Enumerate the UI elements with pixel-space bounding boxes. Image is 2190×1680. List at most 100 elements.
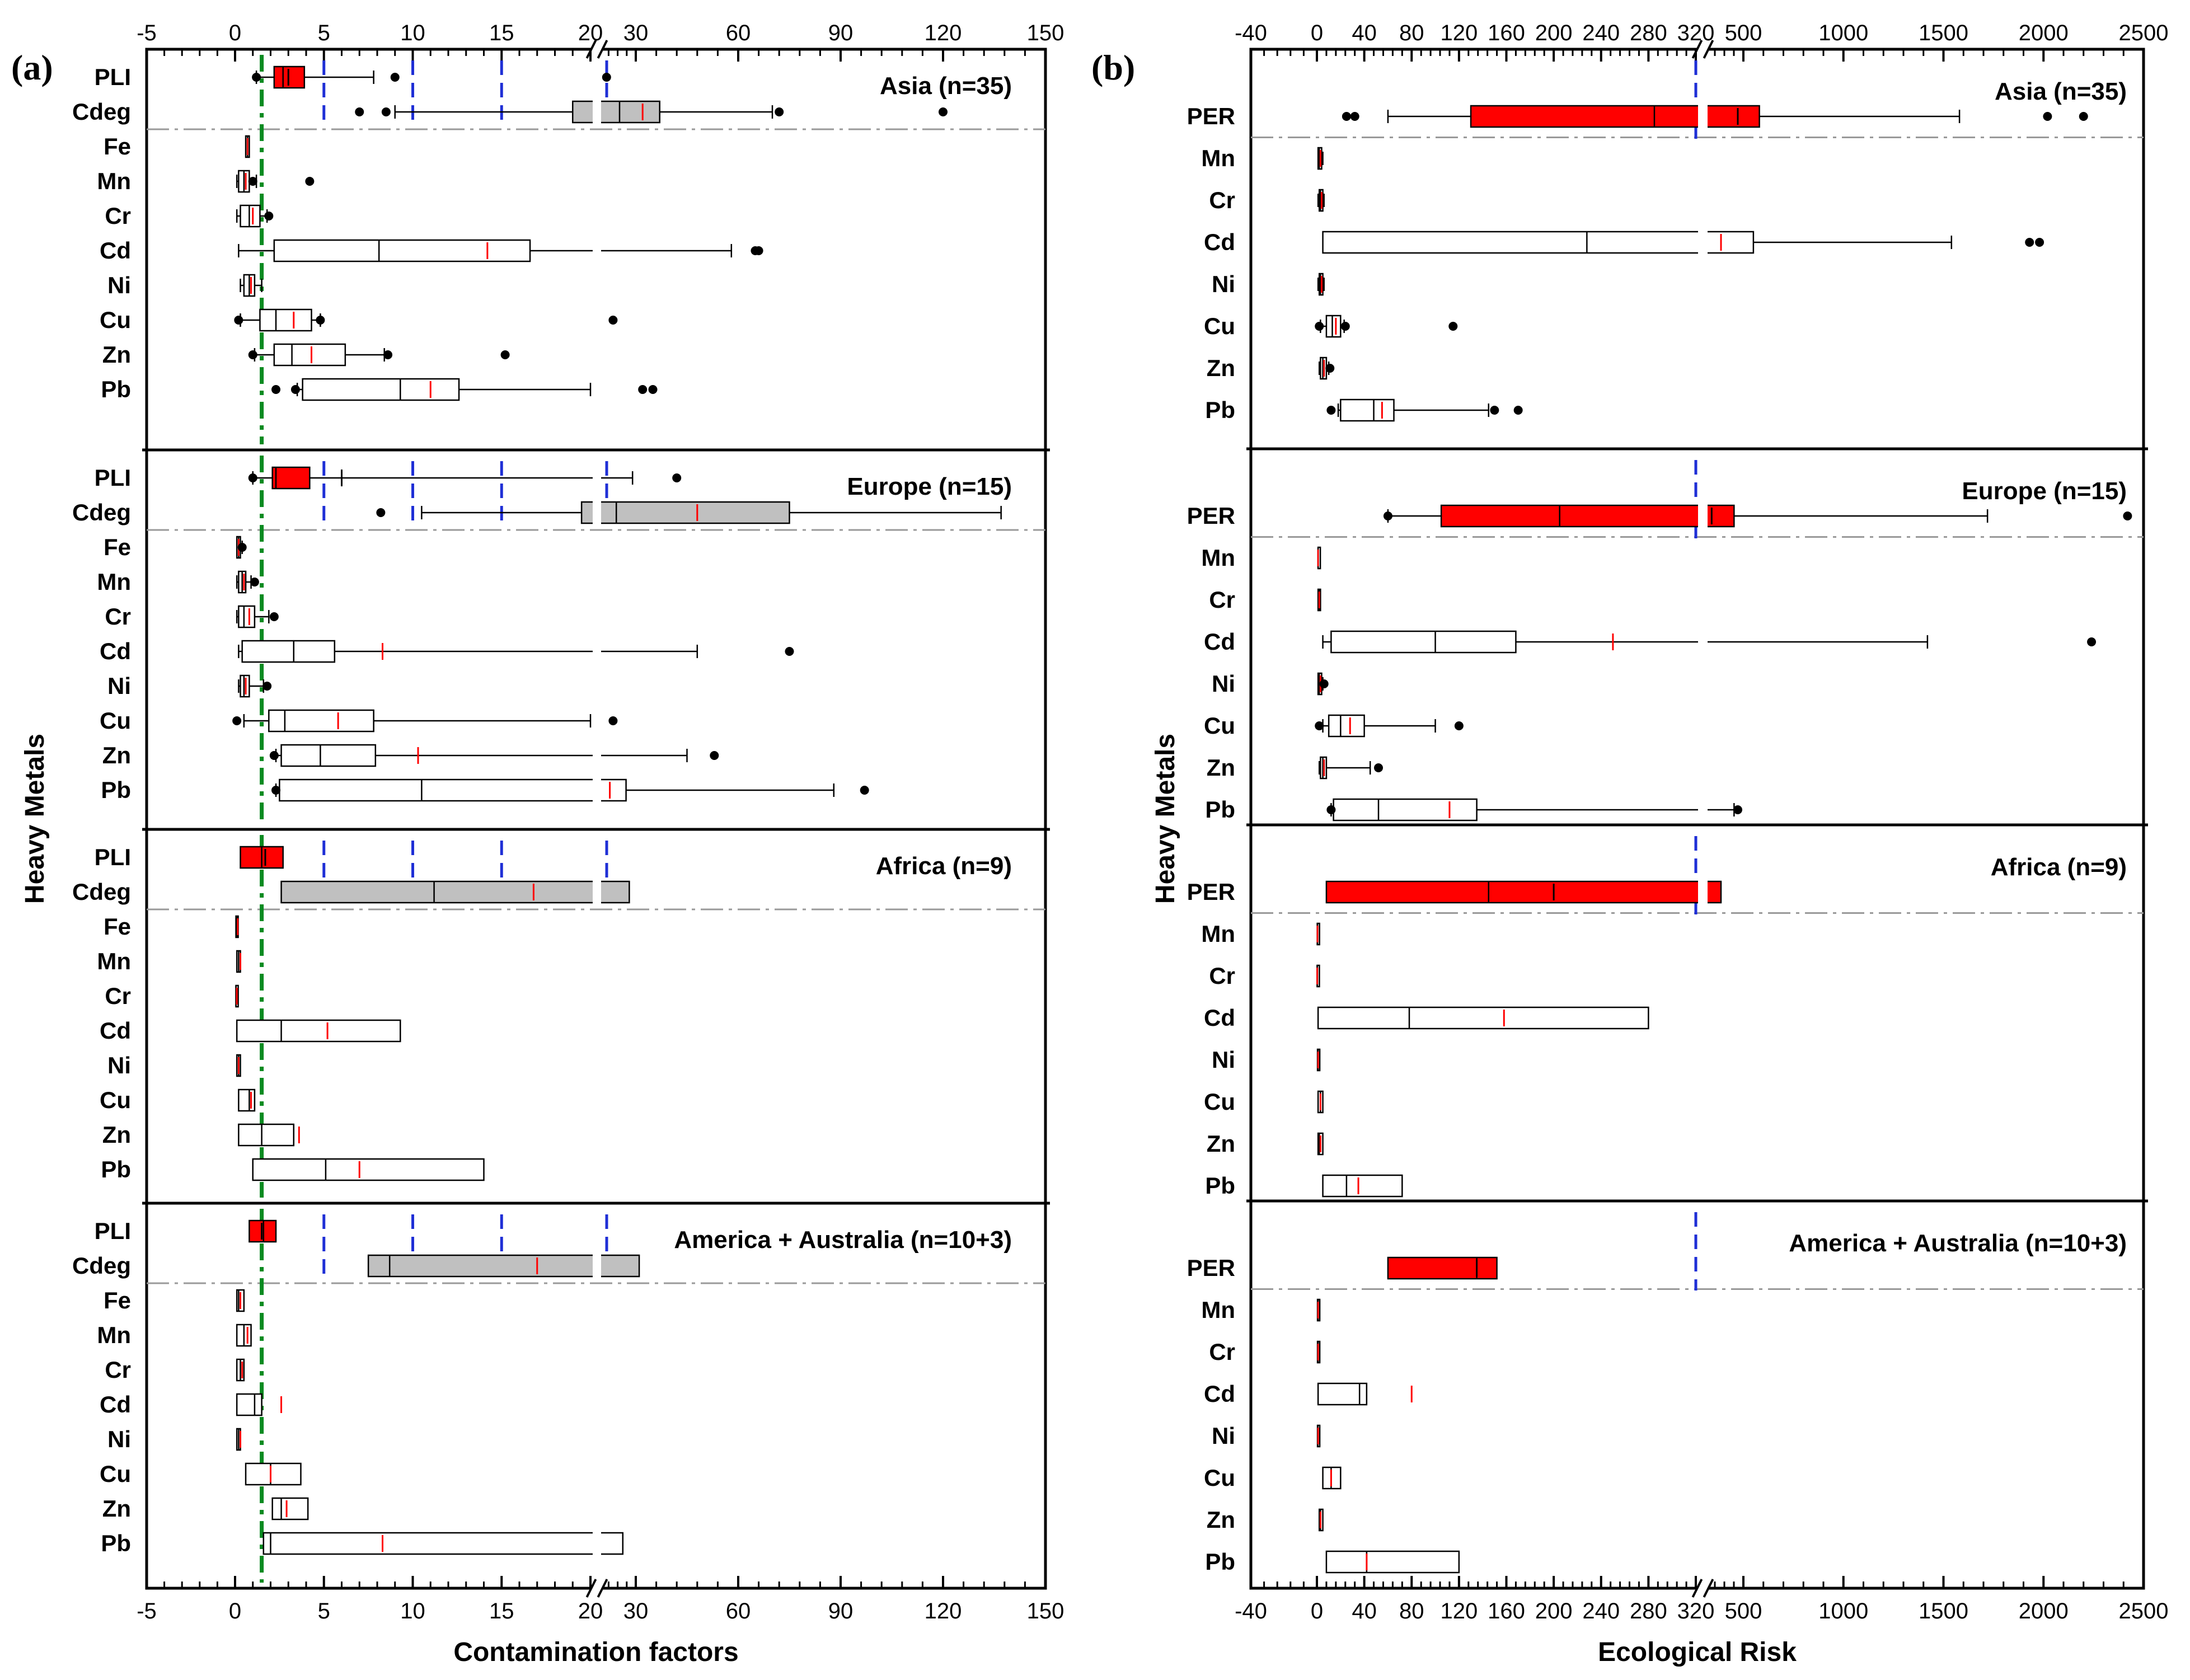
box-row-cdeg: Cdeg: [72, 1252, 640, 1279]
box-row-pb: Pb: [1205, 397, 1523, 423]
box: [252, 1158, 485, 1181]
x-tick-label-top: 1500: [1919, 21, 1968, 45]
region-america-australia: America + Australia (n=10+3) PLI Cdeg Fe Mn C…: [72, 1202, 1050, 1583]
row-label: Mn: [97, 168, 131, 194]
box-row-cu: Cu: [1204, 712, 1464, 739]
row-label: Zn: [102, 1495, 131, 1522]
box-row-zn: Zn: [1207, 1507, 1324, 1533]
box: [572, 100, 660, 124]
row-label: Cu: [100, 707, 131, 734]
row-label: Cr: [1209, 963, 1235, 989]
row-label: Cr: [105, 1357, 131, 1383]
box-row-ni: Ni: [1212, 670, 1329, 697]
row-label: Cr: [1209, 1339, 1235, 1365]
outlier-point: [1342, 112, 1351, 121]
box-row-cu: Cu: [1204, 313, 1458, 339]
box: [1333, 798, 1478, 822]
x-tick-label-top: 500: [1725, 21, 1762, 45]
axis-break-slash: [597, 1579, 608, 1598]
x-tick-label-bottom: 120: [925, 1599, 962, 1623]
row-label: Cr: [1209, 187, 1235, 213]
row-label: Zn: [1207, 1130, 1235, 1157]
axis-break-slash: [585, 40, 597, 59]
axis-break-slash: [1703, 40, 1714, 59]
row-label: Zn: [1207, 1507, 1235, 1533]
box: [1387, 1256, 1498, 1280]
outlier-point: [608, 316, 618, 325]
row-label: Mn: [1201, 921, 1235, 947]
row-label: Ni: [107, 1426, 131, 1452]
box-row-cd: Cd: [100, 1017, 401, 1044]
box: [240, 204, 261, 228]
x-tick-label-top: -40: [1235, 21, 1267, 45]
box: [238, 1088, 256, 1112]
outlier-point: [939, 107, 948, 116]
box: [1325, 315, 1342, 338]
x-tick-label-top: 0: [229, 21, 241, 45]
row-label: Fe: [104, 133, 131, 159]
box-row-cd: Cd: [1204, 229, 2044, 255]
box-row-pb: Pb: [1205, 1172, 1403, 1199]
region-title: America + Australia (n=10+3): [1789, 1230, 2127, 1257]
x-tick-label-top: 150: [1027, 21, 1064, 45]
box: [280, 744, 377, 767]
panel-letter: (a): [11, 48, 53, 87]
region-title: Asia (n=35): [880, 72, 1012, 100]
box-row-pb: Pb: [101, 376, 658, 402]
x-tick-label-bottom: 90: [828, 1599, 854, 1623]
outlier-point: [381, 107, 391, 116]
row-label: PLI: [95, 464, 131, 491]
row-label: Ni: [107, 673, 131, 699]
x-tick-label-bottom: 5: [318, 1599, 330, 1623]
axis-break-gap: [1698, 504, 1708, 528]
row-label: Cdeg: [72, 1252, 131, 1279]
y-axis-title: Heavy Metals: [1151, 734, 1180, 904]
outlier-point: [248, 473, 257, 482]
x-tick-label-bottom: 0: [229, 1599, 241, 1623]
box-row-cu: Cu: [100, 1087, 256, 1113]
box-row-fe: Fe: [104, 913, 239, 940]
region-africa: Africa (n=9) PER Mn Cr Cd Ni Cu Zn Pb: [1187, 823, 2148, 1199]
row-label: Mn: [97, 1322, 131, 1348]
box: [241, 640, 336, 663]
box-row-zn: Zn: [1207, 355, 1335, 381]
box: [1325, 880, 1722, 904]
row-label: Ni: [107, 1052, 131, 1078]
row-label: PER: [1187, 1255, 1235, 1281]
box-row-per: PER: [1187, 103, 2088, 129]
box-row-zn: Zn: [1207, 754, 1384, 781]
row-label: Pb: [101, 777, 131, 803]
axis-break-gap: [593, 500, 601, 525]
x-tick-label-bottom: 120: [1441, 1599, 1478, 1623]
region-europe: Europe (n=15) PLI Cdeg Fe Mn Cr Cd Ni Cu Zn Pb: [72, 448, 1050, 824]
box-row-fe: Fe: [104, 534, 247, 560]
outlier-point: [1326, 406, 1336, 415]
outlier-point: [250, 578, 259, 586]
outlier-point: [1454, 721, 1464, 730]
axis-break-slash: [1691, 1579, 1703, 1598]
x-tick-label-top: 30: [623, 21, 649, 45]
box-row-ni: Ni: [1212, 271, 1325, 297]
outlier-point: [672, 473, 682, 482]
row-label: Cu: [1204, 712, 1235, 739]
box-row-cr: Cr: [1209, 187, 1325, 213]
x-tick-label-bottom: 500: [1725, 1599, 1762, 1623]
box-row-pb: Pb: [101, 1530, 624, 1556]
box-row-cu: Cu: [1204, 1465, 1342, 1491]
x-axis-title: Ecological Risk: [1598, 1637, 1797, 1667]
row-label: Cr: [105, 603, 131, 630]
x-tick-label-top: 15: [489, 21, 514, 45]
box-row-mn: Mn: [97, 948, 242, 974]
row-label: Mn: [97, 948, 131, 974]
box-row-cd: Cd: [1204, 1381, 1413, 1407]
y-axis-title: Heavy Metals: [20, 734, 50, 904]
row-label: Mn: [1201, 545, 1235, 571]
outlier-point: [237, 543, 247, 552]
box: [273, 343, 346, 367]
box: [238, 605, 256, 628]
axis-break-slash: [1691, 40, 1703, 59]
outlier-point: [390, 73, 400, 82]
axis-break-gap: [593, 639, 601, 664]
box-row-mn: Mn: [1201, 545, 1321, 571]
x-tick-label-top: 200: [1535, 21, 1573, 45]
